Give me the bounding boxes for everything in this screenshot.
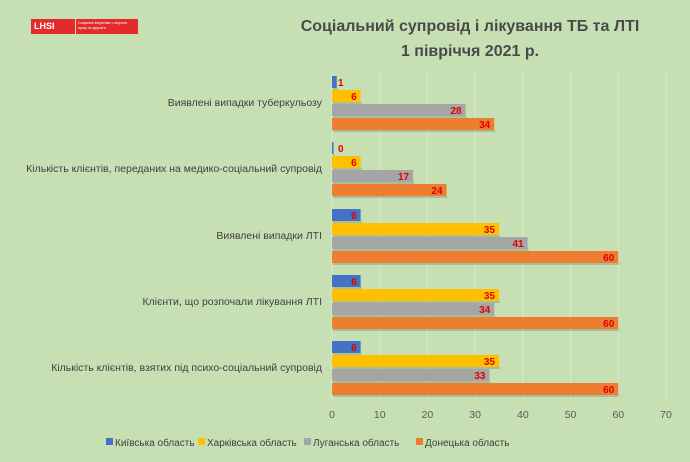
data-label: 28 bbox=[450, 106, 462, 117]
legend-label: Донецька область bbox=[425, 437, 509, 449]
bar-shadow bbox=[333, 168, 362, 170]
x-tick-label: 20 bbox=[422, 409, 434, 421]
bar-shadow bbox=[333, 315, 496, 317]
bar-shadow bbox=[333, 329, 620, 331]
data-label: 35 bbox=[484, 357, 496, 368]
bar bbox=[332, 118, 495, 130]
data-label: 6 bbox=[351, 158, 357, 169]
legend-swatch bbox=[304, 438, 311, 445]
bar bbox=[332, 289, 499, 301]
data-label: 33 bbox=[474, 371, 486, 382]
bar-shadow bbox=[333, 102, 362, 104]
chart-subtitle: 1 півріччя 2021 р. bbox=[400, 43, 540, 60]
bar-shadow bbox=[333, 116, 467, 118]
bar bbox=[332, 156, 361, 168]
x-tick-label: 40 bbox=[517, 409, 529, 421]
data-label: 6 bbox=[351, 277, 357, 288]
bar bbox=[332, 223, 499, 235]
bar bbox=[332, 317, 619, 329]
data-label: 60 bbox=[603, 385, 615, 396]
bar bbox=[332, 251, 619, 263]
data-label: 6 bbox=[351, 343, 357, 354]
data-label: 35 bbox=[484, 291, 496, 302]
legend-label: Київська область bbox=[115, 437, 195, 449]
bar bbox=[332, 76, 337, 88]
category-label: Клієнти, що розпочали лікування ЛТІ bbox=[142, 296, 322, 308]
bar bbox=[332, 355, 499, 367]
bar bbox=[332, 341, 361, 353]
bar-shadow bbox=[333, 154, 335, 156]
logo-tagline: Соціальні ініціативи з охорони праці та … bbox=[76, 19, 138, 34]
category-label: Кількість клієнтів, переданих на медико-… bbox=[26, 163, 322, 175]
x-tick-label: 70 bbox=[660, 409, 672, 421]
x-tick-label: 10 bbox=[374, 409, 386, 421]
x-tick-label: 50 bbox=[565, 409, 577, 421]
data-label: 34 bbox=[479, 305, 491, 316]
category-label: Виявлені випадки ЛТІ bbox=[216, 230, 322, 242]
chart-title-line1: Соціальний супровід і лікування ТБ та ЛТ… bbox=[300, 18, 640, 35]
bar bbox=[332, 170, 414, 182]
bar-shadow bbox=[333, 221, 362, 223]
data-label: 24 bbox=[431, 186, 443, 197]
legend-swatch bbox=[416, 438, 423, 445]
data-label: 1 bbox=[338, 78, 344, 89]
bar-shadow bbox=[333, 249, 529, 251]
data-label: 60 bbox=[603, 253, 615, 264]
bar-shadow bbox=[333, 367, 500, 369]
data-label: 35 bbox=[484, 225, 496, 236]
bar-shadow bbox=[333, 263, 620, 265]
category-label: Виявлені випадки туберкульозу bbox=[168, 97, 323, 109]
data-label: 6 bbox=[351, 211, 357, 222]
data-label: 34 bbox=[479, 120, 491, 131]
bar bbox=[332, 369, 490, 381]
bar bbox=[332, 90, 361, 102]
x-tick-label: 0 bbox=[329, 409, 335, 421]
bar-shadow bbox=[333, 381, 491, 383]
data-label: 60 bbox=[603, 319, 615, 330]
bar-shadow bbox=[333, 395, 620, 397]
logo-mark: LHSI bbox=[31, 19, 75, 34]
data-label: 41 bbox=[513, 239, 525, 250]
data-label: 17 bbox=[398, 172, 410, 183]
legend-label: Луганська область bbox=[313, 437, 399, 449]
bar-shadow bbox=[333, 196, 448, 198]
x-tick-label: 30 bbox=[469, 409, 481, 421]
legend-swatch bbox=[106, 438, 113, 445]
legend-label: Харківська область bbox=[207, 437, 297, 449]
data-label: 0 bbox=[338, 144, 344, 155]
bar bbox=[332, 383, 619, 395]
bar-shadow bbox=[333, 88, 338, 90]
chart-title: Соціальний супровід і лікування ТБ та ЛТ… bbox=[290, 14, 650, 64]
legend-swatch bbox=[198, 438, 205, 445]
bar-shadow bbox=[333, 235, 500, 237]
bar bbox=[332, 275, 361, 287]
bar-shadow bbox=[333, 353, 362, 355]
bar-shadow bbox=[333, 182, 415, 184]
category-label: Кількість клієнтів, взятих під психо-соц… bbox=[51, 362, 322, 374]
data-label: 6 bbox=[351, 92, 357, 103]
bar-shadow bbox=[333, 301, 500, 303]
bar bbox=[332, 303, 495, 315]
bar bbox=[332, 209, 361, 221]
bar-shadow bbox=[333, 130, 496, 132]
bar-shadow bbox=[333, 287, 362, 289]
bar bbox=[332, 142, 334, 154]
bar bbox=[332, 104, 466, 116]
logo: LHSI Соціальні ініціативи з охорони прац… bbox=[31, 19, 138, 34]
bar bbox=[332, 237, 528, 249]
bar bbox=[332, 184, 447, 196]
x-tick-label: 60 bbox=[612, 409, 624, 421]
